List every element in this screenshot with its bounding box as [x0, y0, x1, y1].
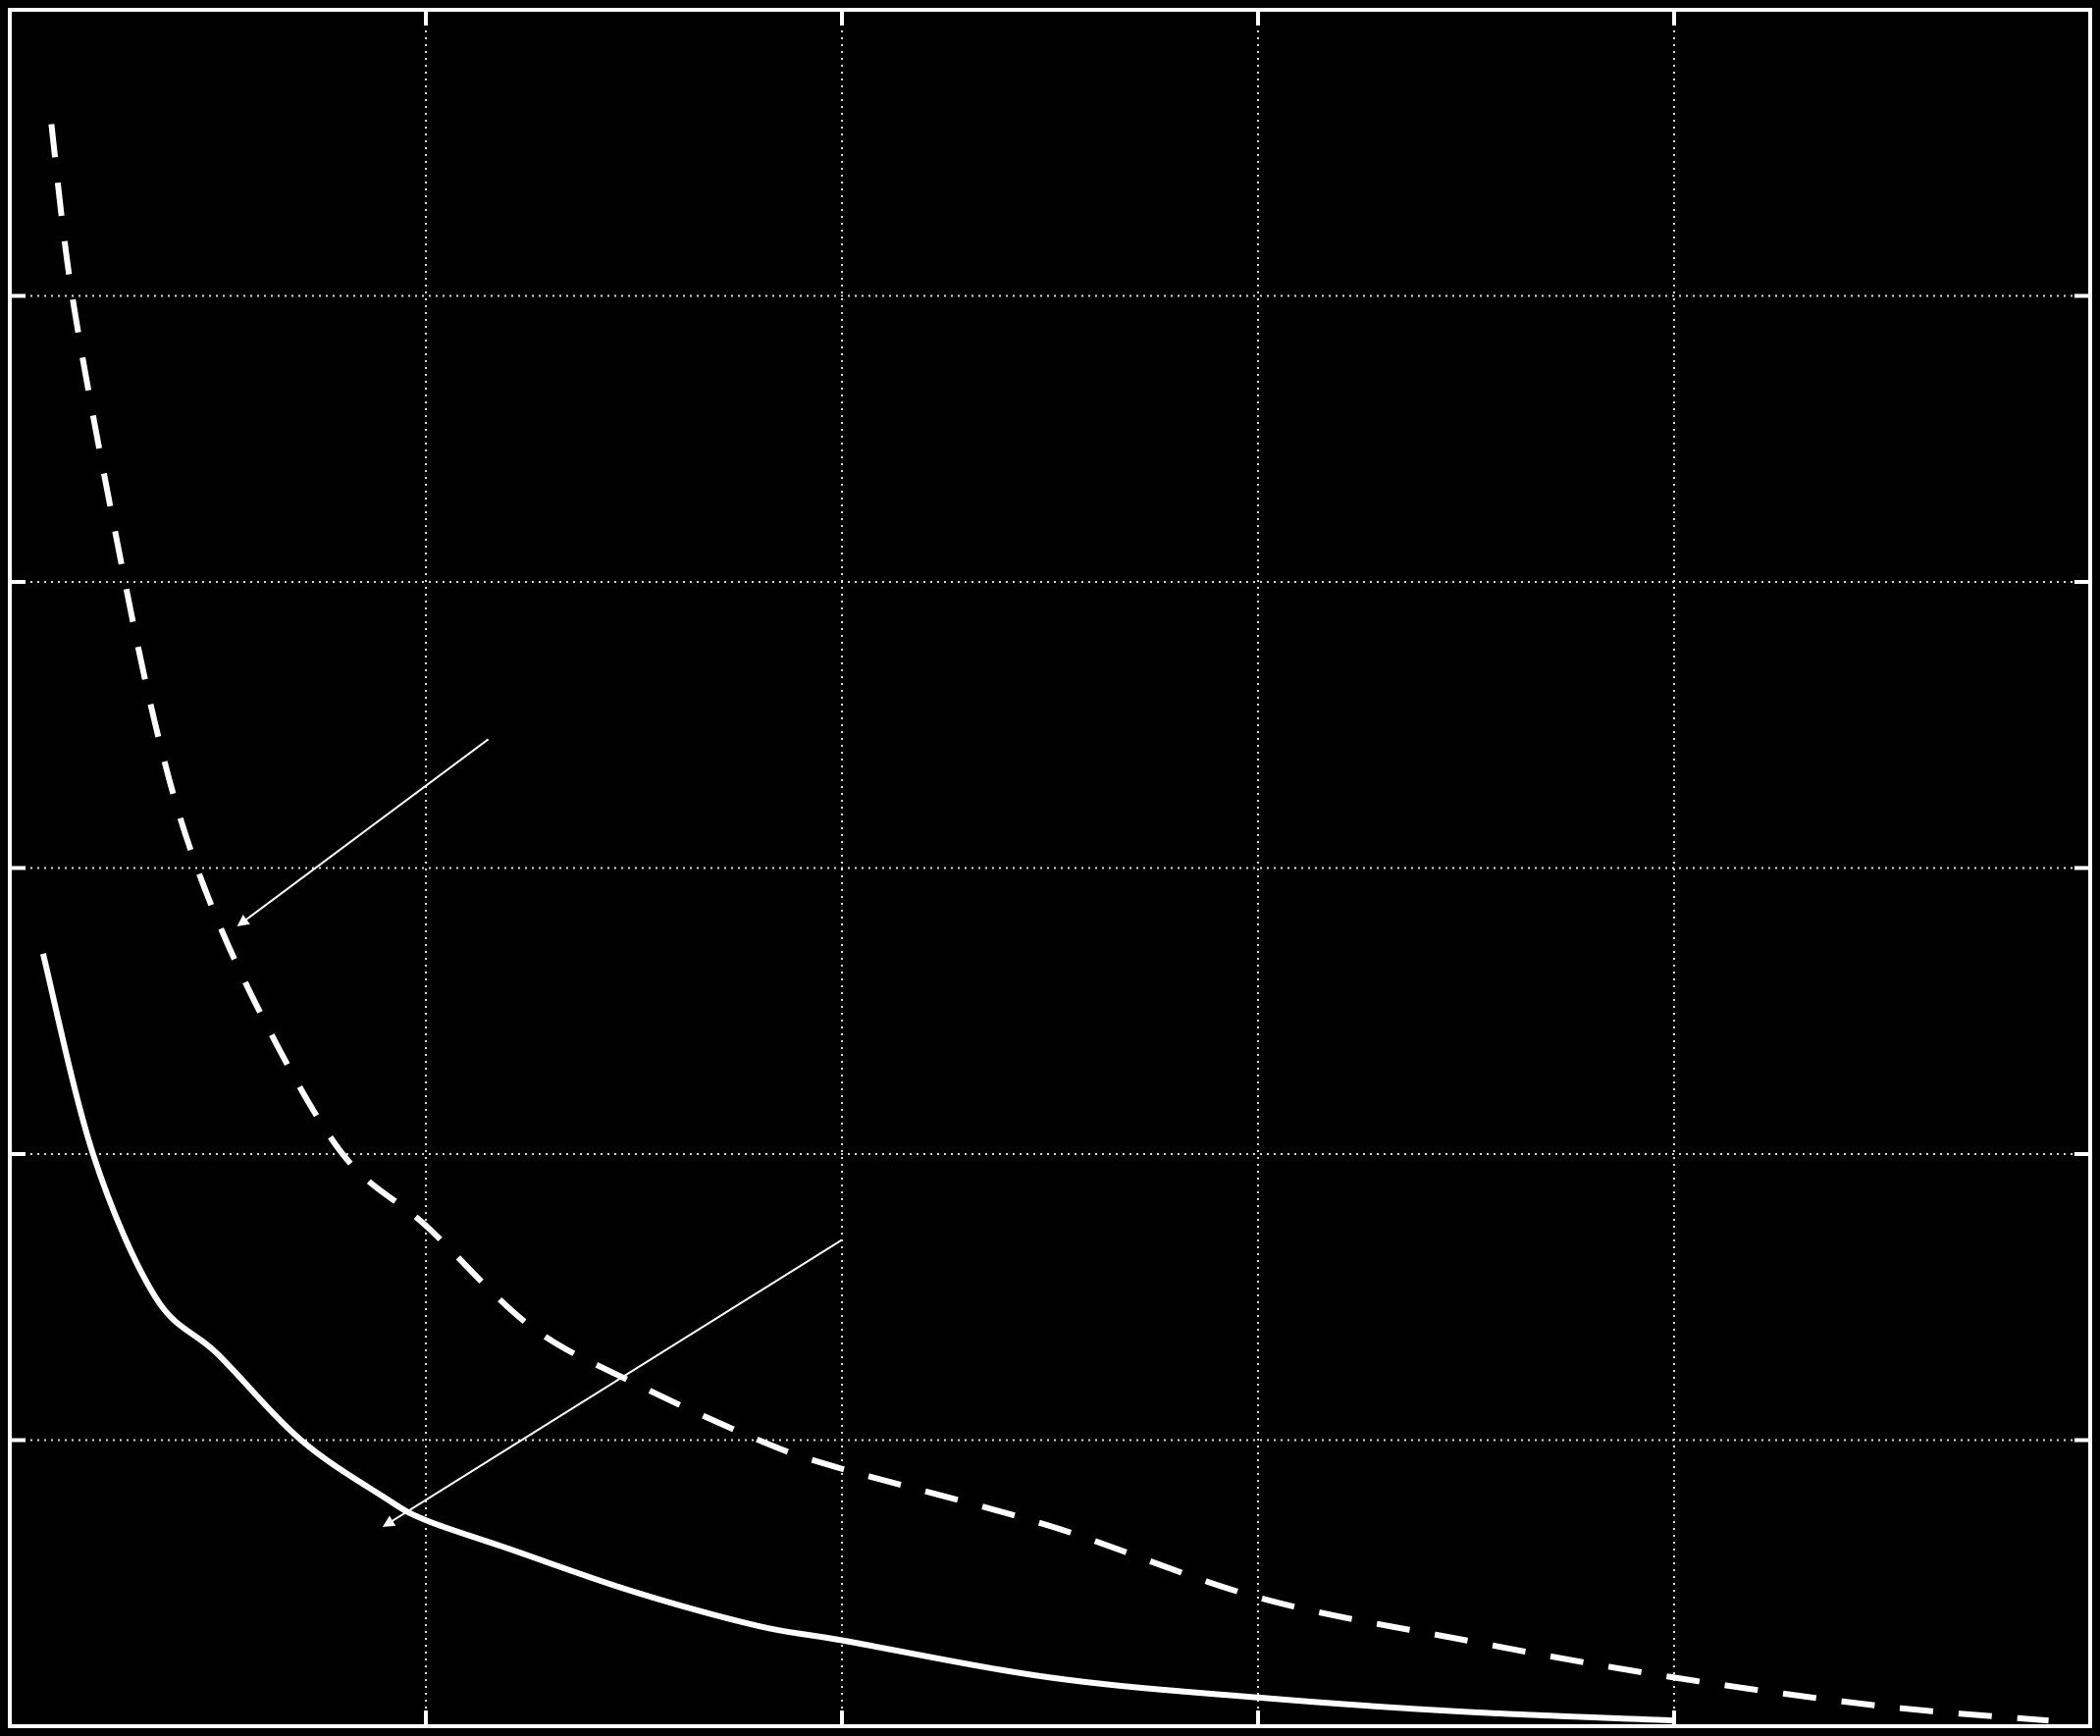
grid	[10, 10, 2090, 1726]
series-lines	[39, 124, 2049, 1724]
axis-ticks	[10, 10, 2090, 1726]
series-line-1-dashed	[48, 124, 2049, 1724]
annotation-arrow-1	[236, 738, 490, 926]
annotation-arrow-2	[382, 1238, 843, 1528]
annotations	[236, 738, 843, 1528]
series-line-2-solid	[39, 953, 1675, 1724]
plot-frame	[8, 8, 2092, 1728]
